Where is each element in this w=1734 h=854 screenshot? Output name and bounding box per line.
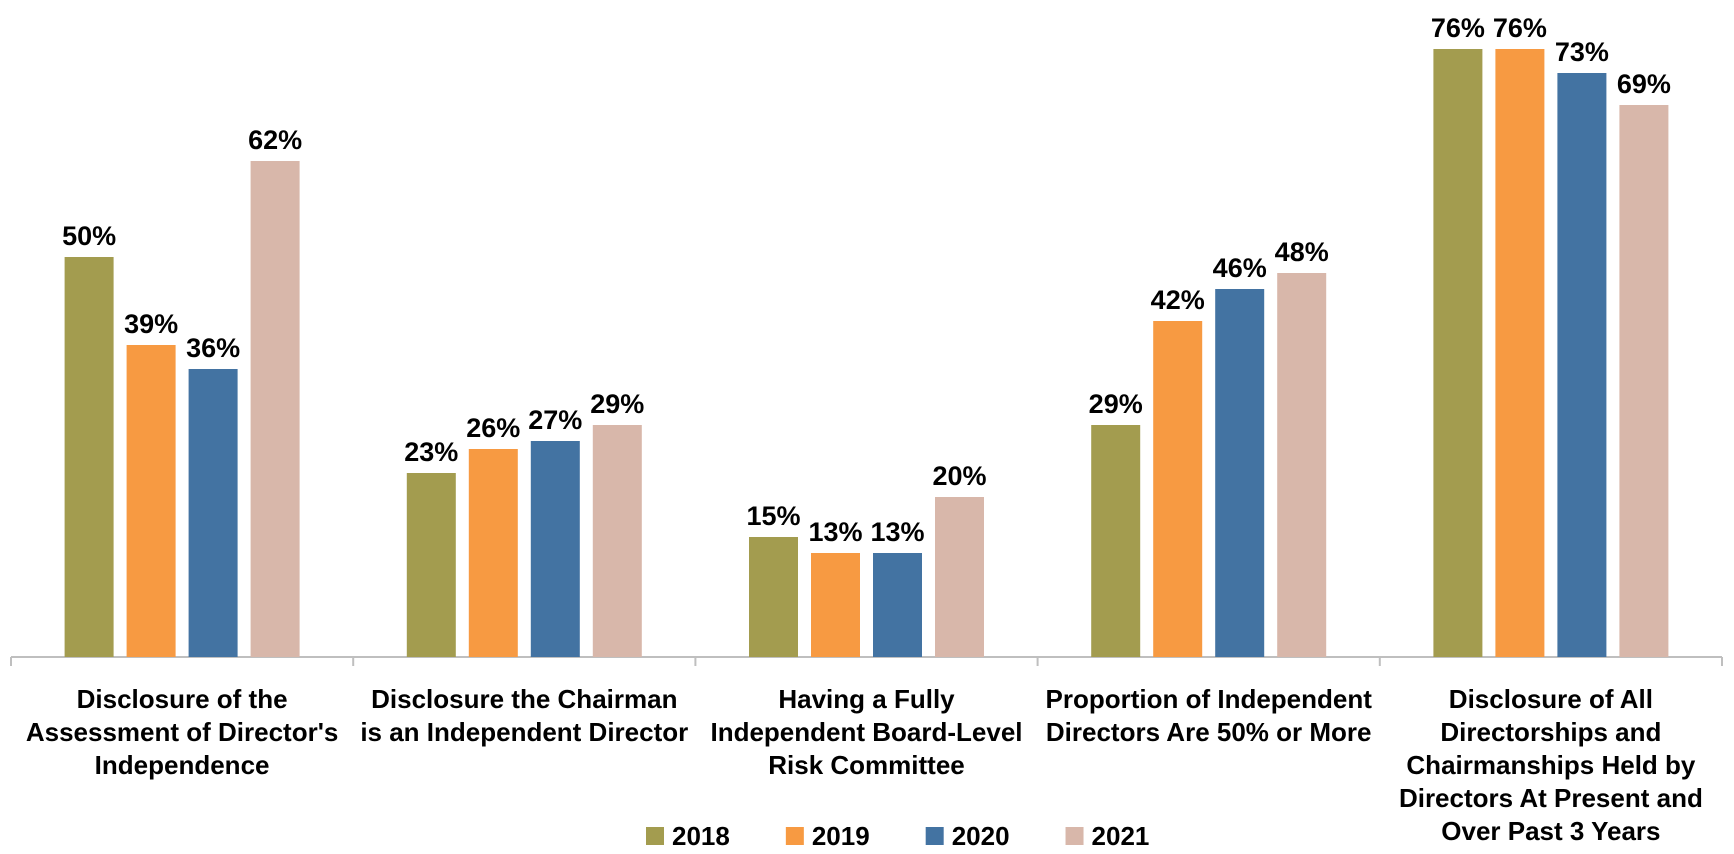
bar <box>1619 105 1669 657</box>
value-label: 50% <box>62 221 116 251</box>
category-line: Disclosure of the <box>77 684 288 714</box>
value-label: 76% <box>1493 13 1547 43</box>
legend-label: 2020 <box>952 821 1010 851</box>
category-line: Independent Board-Level <box>710 717 1022 747</box>
bar <box>1495 49 1545 657</box>
bar <box>1215 289 1265 657</box>
value-label: 46% <box>1213 253 1267 283</box>
bar <box>468 449 518 657</box>
value-label: 42% <box>1151 285 1205 315</box>
bar <box>1557 73 1607 657</box>
legend-swatch <box>1065 827 1084 845</box>
bar <box>873 553 922 657</box>
category-line: Directors At Present and <box>1399 783 1703 813</box>
category-label: Disclosure of the Assessment of Director'… <box>26 684 339 780</box>
value-label: 13% <box>808 517 862 547</box>
category-line: Independence <box>95 750 270 780</box>
category-label: Proportion of Independent Directors Are 5… <box>1045 684 1372 747</box>
bar <box>64 257 114 657</box>
bar <box>1433 49 1483 657</box>
category-line: Chairmanships Held by <box>1406 750 1695 780</box>
value-label: 39% <box>124 309 178 339</box>
legend-label: 2021 <box>1092 821 1150 851</box>
legend-swatch <box>646 827 664 845</box>
bar <box>188 369 238 657</box>
bar <box>126 345 176 657</box>
value-label: 48% <box>1275 237 1329 267</box>
category-label: Disclosure of All Directorships and Chairm… <box>1399 684 1703 846</box>
category-line: Assessment of Director's <box>26 717 339 747</box>
category-line: Over Past 3 Years <box>1441 816 1660 846</box>
value-label: 69% <box>1617 69 1671 99</box>
category-line: Having a Fully <box>778 684 955 714</box>
value-label: 23% <box>404 437 458 467</box>
bar <box>811 553 860 657</box>
value-label: 20% <box>932 461 986 491</box>
bar <box>250 161 300 657</box>
bar <box>1277 273 1327 657</box>
category-label: Having a Fully Independent Board-Level Ris… <box>710 684 1022 780</box>
bar <box>935 497 984 657</box>
value-label: 76% <box>1431 13 1485 43</box>
category-line: Proportion of Independent <box>1045 684 1372 714</box>
category-line: is an Independent Director <box>360 717 688 747</box>
legend-swatch <box>925 827 944 845</box>
value-label: 26% <box>466 413 520 443</box>
value-label: 13% <box>870 517 924 547</box>
bar <box>530 441 580 657</box>
value-label: 29% <box>1089 389 1143 419</box>
legend-swatch <box>785 827 804 845</box>
bar <box>749 537 798 657</box>
bar <box>1153 321 1203 657</box>
category-line: Disclosure the Chairman <box>371 684 677 714</box>
value-label: 36% <box>186 333 240 363</box>
legend-label: 2018 <box>672 821 730 851</box>
bar <box>1091 425 1141 657</box>
category-label: Disclosure the Chairman is an Independent… <box>360 684 688 747</box>
category-line: Risk Committee <box>768 750 965 780</box>
value-label: 73% <box>1555 37 1609 67</box>
value-label: 15% <box>746 501 800 531</box>
category-line: Disclosure of All <box>1449 684 1653 714</box>
category-line: Directors Are 50% or More <box>1046 717 1372 747</box>
value-label: 62% <box>248 125 302 155</box>
value-label: 27% <box>528 405 582 435</box>
bar <box>406 473 456 657</box>
value-label: 29% <box>590 389 644 419</box>
bar <box>592 425 642 657</box>
legend-label: 2019 <box>812 821 870 851</box>
category-line: Directorships and <box>1440 717 1661 747</box>
